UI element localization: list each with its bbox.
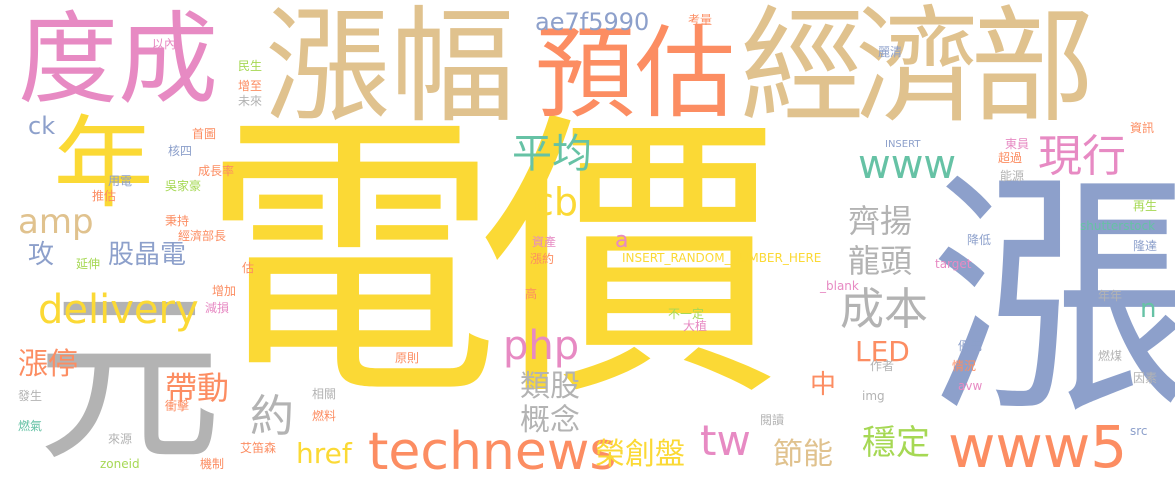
word-tw: tw xyxy=(700,416,751,465)
word-jiansun: 減損 xyxy=(205,301,230,315)
word-href: href xyxy=(296,437,352,470)
word-yue: 約 xyxy=(250,391,294,442)
word-zhong: 中 xyxy=(810,370,837,400)
word-laiyuan: 來源 xyxy=(108,432,133,446)
word-src: src xyxy=(1130,424,1148,438)
word-jingjibu: 經濟部 xyxy=(740,0,1095,140)
word-chengzhanglv: 成長率 xyxy=(198,164,235,178)
word-zengjia: 增加 xyxy=(212,284,237,298)
word-amp: amp xyxy=(18,202,94,242)
word-yinei: 以內 xyxy=(152,37,177,51)
word-www: www xyxy=(858,142,957,188)
word-chongji: 衝擊 xyxy=(165,399,190,413)
word-daidong: 帶動 xyxy=(165,369,230,407)
word-ck: ck xyxy=(28,112,56,140)
word-insert: INSERT xyxy=(885,139,921,150)
word-gao: 高 xyxy=(525,287,538,301)
word-tuigu: 推估 xyxy=(92,189,117,203)
word-yugu: 預估 xyxy=(535,15,735,132)
word-niannian: 年年 xyxy=(1098,289,1123,303)
word-qingkuang: 情況 xyxy=(952,359,977,373)
word-led: LED xyxy=(855,335,910,368)
word-hesi: 核四 xyxy=(168,144,193,158)
word-zhangting: 漲停 xyxy=(18,347,78,382)
word-delivery: delivery xyxy=(38,287,199,333)
word-jiangdi: 降低 xyxy=(967,233,992,247)
word-zixun: 資訊 xyxy=(1130,121,1155,135)
word-shoutu: 首圖 xyxy=(192,127,217,141)
word-dianjia: 電價 xyxy=(200,87,780,436)
word-zhangfu: 漲幅 xyxy=(265,0,515,140)
word-wujiahao: 吳家豪 xyxy=(165,179,202,193)
word-xianxing: 現行 xyxy=(1038,131,1126,182)
word-buyiding: 不一定 xyxy=(668,307,705,321)
word-gujingdian: 股晶電 xyxy=(108,240,187,270)
word-avw: avw xyxy=(958,379,983,393)
word-www5: www5 xyxy=(948,413,1128,481)
word-jieneng: 節能 xyxy=(773,437,833,472)
word-yuanze: 原則 xyxy=(395,351,420,365)
word-zhang: 漲 xyxy=(884,160,1175,420)
word-ae7f5990: ae7f5990 xyxy=(535,8,650,36)
word-dazhi: 大植 xyxy=(683,319,708,333)
word-zengzhi: 增至 xyxy=(238,79,263,93)
word-yuedu: 閱讀 xyxy=(760,413,785,427)
word-youxian: 優先 xyxy=(958,339,983,353)
word-longda: 隆達 xyxy=(1133,239,1158,253)
word-zaisheng: 再生 xyxy=(1133,199,1158,213)
word-liqing: 麗清 xyxy=(878,45,903,59)
word-fasheng: 發生 xyxy=(18,389,43,403)
word-gong: 攻 xyxy=(28,240,55,270)
word-longtou: 龍頭 xyxy=(848,242,913,280)
word-chengben: 成本 xyxy=(840,284,928,335)
word-technews: technews xyxy=(368,422,617,482)
word-yinsu: 因素 xyxy=(1133,371,1158,385)
word-aidisen: 艾笛森 xyxy=(240,441,277,455)
word-ranliao: 燃料 xyxy=(312,409,337,423)
word-ducheng: 度成 xyxy=(18,1,218,118)
word-minsheng: 民生 xyxy=(238,59,263,73)
word-a: a xyxy=(615,228,629,253)
word-shutterstock: shutterstock xyxy=(1080,219,1156,233)
word-php: php xyxy=(503,323,580,369)
word-kaoliang: 考量 xyxy=(688,13,713,27)
word-jingjibuzhang: 經濟部長 xyxy=(178,229,227,243)
word-zhangyue: 漲約 xyxy=(530,252,555,266)
word-wending: 穩定 xyxy=(862,423,930,463)
word-pingjun: 平均 xyxy=(512,131,592,177)
word-zuozhe: 作者 xyxy=(870,359,895,373)
word-blank: _blank xyxy=(820,279,859,293)
word-cb: cb xyxy=(533,180,579,224)
word-insert-random: INSERT_RANDOM_NUMBER_HERE xyxy=(622,251,822,265)
word-rongchuangpan: 榮創盤 xyxy=(595,437,685,472)
word-yanshen: 延伸 xyxy=(76,257,101,271)
word-img: img xyxy=(862,389,885,403)
word-dongyuan: 東員 xyxy=(1005,137,1030,151)
word-yongdian: 用電 xyxy=(108,174,133,188)
word-ranmei: 燃煤 xyxy=(1098,349,1123,363)
word-zichan: 資產 xyxy=(532,235,557,249)
word-xiangguan: 相關 xyxy=(312,387,337,401)
word-jizhi: 機制 xyxy=(200,457,225,471)
word-yuan: 元 xyxy=(5,280,221,465)
word-bingchi: 秉持 xyxy=(165,214,190,228)
word-target: target xyxy=(935,257,972,271)
word-zoneid: zoneid xyxy=(100,457,140,471)
word-chaoguo: 超過 xyxy=(998,151,1023,165)
word-nengyuan: 能源 xyxy=(1000,169,1025,183)
word-gu: 估 xyxy=(242,261,255,275)
word-n: n xyxy=(1140,294,1157,324)
word-gainian: 概念 xyxy=(520,403,580,438)
word-nian: 年 xyxy=(36,110,153,210)
word-ranqi: 燃氣 xyxy=(18,419,43,433)
word-leigu: 類股 xyxy=(520,369,580,404)
word-weilai: 未來 xyxy=(238,94,263,108)
word-qiyang: 齊揚 xyxy=(848,202,913,240)
